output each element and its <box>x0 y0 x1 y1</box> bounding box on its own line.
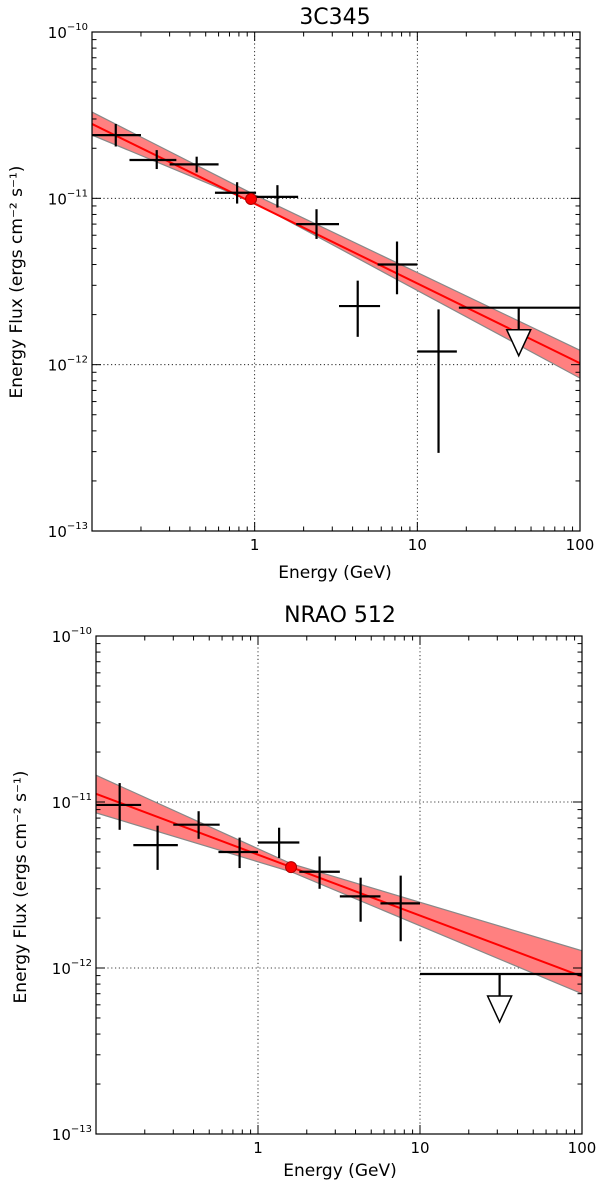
tick-marks <box>95 636 582 1135</box>
data-point <box>339 877 381 922</box>
data-point <box>299 856 340 889</box>
data-point <box>218 837 258 869</box>
tick-marks <box>91 32 580 532</box>
axes-frame <box>91 31 581 532</box>
data-point <box>129 150 177 170</box>
y-tick-label: 10−10 <box>48 22 88 42</box>
y-axis-label: Energy Flux (ergs cm⁻² s⁻¹) <box>7 166 27 399</box>
y-tick-label: 10−11 <box>52 792 92 812</box>
chart-3c345: 3C345 Energy (GeV) Energy Flux (ergs cm⁻… <box>7 5 594 583</box>
model-line <box>96 792 582 978</box>
data-point <box>133 825 178 870</box>
upper-limit-arrow <box>486 995 513 1024</box>
y-tick-label: 10−12 <box>48 355 88 375</box>
chart-title: NRAO 512 <box>284 603 396 628</box>
x-axis-label: Energy (GeV) <box>283 1161 396 1181</box>
data-point <box>377 241 418 295</box>
plot-area <box>95 635 583 1135</box>
model-uncertainty-band <box>92 111 580 379</box>
axes-frame <box>95 635 583 1135</box>
x-tick-label: 1 <box>253 1139 263 1157</box>
x-axis-label: Energy (GeV) <box>278 563 391 583</box>
pivot-point <box>245 193 258 206</box>
upper-limit <box>458 306 580 358</box>
data-point <box>96 783 142 830</box>
x-tick-label: 100 <box>566 536 595 554</box>
y-tick-labels: 10−10 10−11 10−12 10−13 <box>52 626 92 1144</box>
chart-nrao-512: NRAO 512 Energy (GeV) Energy Flux (ergs … <box>11 603 596 1181</box>
grid <box>92 32 580 531</box>
data-point <box>214 182 257 204</box>
y-tick-labels: 10−10 10−11 10−12 10−13 <box>48 22 88 541</box>
y-tick-label: 10−11 <box>48 188 88 208</box>
x-tick-label: 10 <box>408 536 427 554</box>
data-point <box>380 875 420 942</box>
chart-title: 3C345 <box>299 5 370 30</box>
x-tick-label: 1 <box>250 536 260 554</box>
x-tick-label: 100 <box>568 1139 597 1157</box>
data-point <box>254 185 299 208</box>
x-tick-labels: 1 10 100 <box>253 1139 596 1157</box>
data-point <box>92 123 141 147</box>
y-tick-label: 10−13 <box>48 521 88 541</box>
x-tick-label: 10 <box>410 1139 429 1157</box>
y-axis-label: Energy Flux (ergs cm⁻² s⁻¹) <box>11 771 31 1004</box>
upper-limit-arrow <box>505 328 532 358</box>
data-point <box>169 156 219 173</box>
data-point <box>173 811 220 839</box>
data-point <box>296 209 340 239</box>
y-tick-label: 10−10 <box>52 626 92 646</box>
data-point <box>258 827 300 858</box>
plot-area <box>91 31 581 532</box>
y-tick-label: 10−13 <box>52 1124 92 1144</box>
grid <box>96 636 582 1134</box>
pivot-point <box>285 861 298 874</box>
upper-limit <box>420 972 582 1024</box>
data-point <box>339 280 381 337</box>
x-tick-labels: 1 10 100 <box>250 536 594 554</box>
y-tick-label: 10−12 <box>52 958 92 978</box>
data-point <box>417 309 457 453</box>
